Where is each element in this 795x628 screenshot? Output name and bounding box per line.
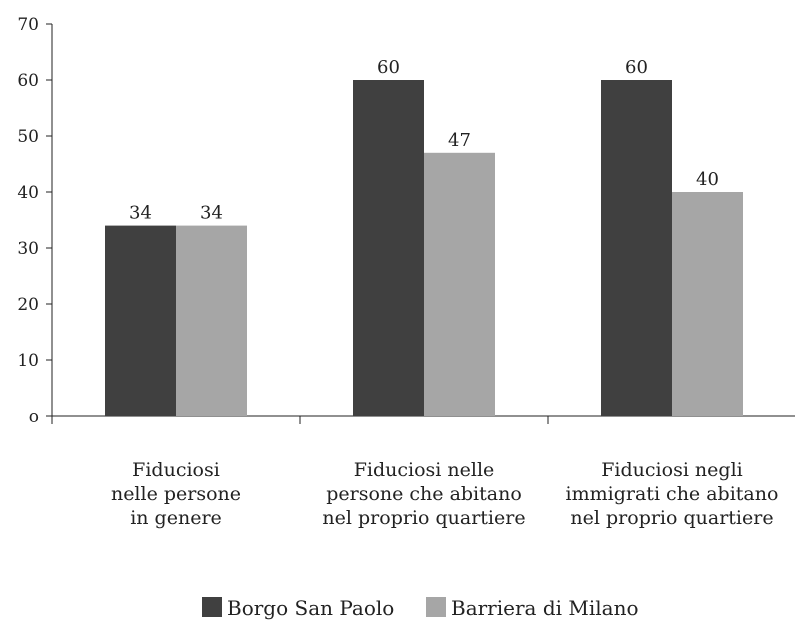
y-tick-label: 20 <box>17 295 39 315</box>
data-label: 34 <box>129 203 152 224</box>
y-tick-label: 10 <box>17 351 39 371</box>
bar-barriera-di-milano <box>176 225 247 416</box>
data-label: 60 <box>377 57 400 78</box>
bar-barriera-di-milano <box>424 152 495 417</box>
data-label: 60 <box>625 57 648 78</box>
legend-swatch <box>426 597 446 617</box>
y-tick-label: 30 <box>17 239 39 259</box>
bar-borgo-san-paolo <box>353 80 424 416</box>
x-category-label: nelle persone <box>111 483 241 505</box>
x-category-label: Fiduciosi <box>132 459 220 481</box>
x-category-label: in genere <box>130 507 222 529</box>
y-tick-label: o <box>29 407 39 427</box>
bar-barriera-di-milano <box>672 192 743 416</box>
x-category-label: Fiduciosi nelle <box>354 459 495 481</box>
x-category-label: nel proprio quartiere <box>570 507 773 529</box>
y-tick-label: 50 <box>17 127 39 147</box>
x-category-label: nel proprio quartiere <box>322 507 525 529</box>
bar-borgo-san-paolo <box>601 80 672 416</box>
y-tick-label: 70 <box>17 15 39 35</box>
x-category-label: persone che abitano <box>326 483 522 505</box>
legend-swatch <box>202 597 222 617</box>
data-label: 47 <box>448 130 471 151</box>
data-label: 34 <box>200 203 223 224</box>
x-category-label: Fiduciosi negli <box>601 459 742 481</box>
legend-label: Barriera di Milano <box>451 596 639 620</box>
bar-borgo-san-paolo <box>105 225 176 416</box>
y-tick-label: 60 <box>17 71 39 91</box>
data-label: 40 <box>696 169 719 190</box>
y-tick-label: 40 <box>17 183 39 203</box>
x-category-label: immigrati che abitano <box>566 483 779 505</box>
legend-label: Borgo San Paolo <box>227 596 394 620</box>
